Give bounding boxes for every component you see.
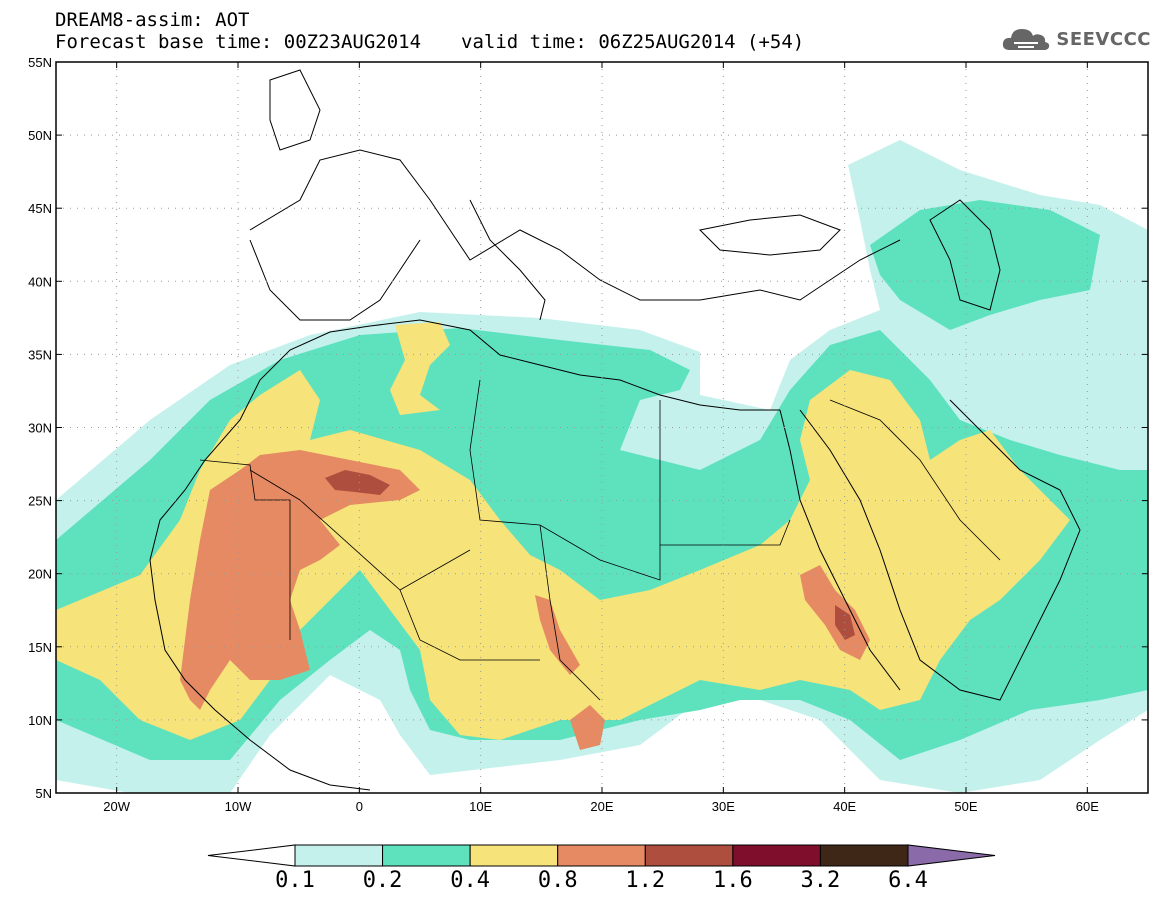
- axis-ticks: 20W 10W 0 10E 20E 30E 40E 50E 60E 55N 50N 45N 40N 35N…: [28, 55, 1148, 814]
- logo-text: SEEVCCC: [1056, 28, 1151, 50]
- coast-europe: [249, 149, 901, 301]
- lon-tick-label: 0: [356, 799, 363, 814]
- coast-arabia: [799, 399, 1081, 701]
- lat-tick-label: 35N: [28, 347, 52, 362]
- coast-red-sea: [779, 409, 901, 691]
- colorbar-segment: [382, 844, 471, 867]
- lat-tick-label: 20N: [28, 567, 52, 582]
- coast-north-africa: [149, 319, 780, 561]
- lon-tick-label: 10W: [225, 799, 252, 814]
- lon-tick-label: 40E: [833, 799, 856, 814]
- lon-tick-label: 30E: [712, 799, 735, 814]
- colorbar-label: 1.2: [625, 868, 666, 893]
- border-niger: [399, 589, 540, 661]
- coast-black-sea: [698, 214, 841, 256]
- colorbar-label: 0.1: [275, 868, 315, 893]
- aot-band-1.2: [325, 470, 390, 495]
- coast-west-africa: [149, 559, 371, 791]
- colorbar-over-arrow: [907, 844, 996, 867]
- coast-italy: [469, 199, 546, 321]
- colorbar-label: 6.4: [888, 868, 928, 893]
- lat-tick-label: 55N: [28, 55, 52, 70]
- base-time: Forecast base time: 00Z23AUG2014: [55, 31, 422, 53]
- lon-tick-label: 10E: [469, 799, 492, 814]
- coastlines: [149, 69, 1081, 791]
- map-title: DREAM8-assim: AOT: [55, 9, 250, 31]
- lat-tick-label: 25N: [28, 494, 52, 509]
- border-algeria-mali: [249, 469, 471, 591]
- colorbar-label: 0.2: [362, 868, 403, 893]
- colorbar-segment: [469, 844, 559, 867]
- colorbar-segment: [732, 844, 821, 867]
- cloud-icon: [1003, 29, 1050, 50]
- lat-tick-label: 50N: [28, 128, 52, 143]
- colorbar-segment: [557, 844, 646, 867]
- aot-band-0.2-caspian: [870, 200, 1100, 330]
- lat-tick-label: 40N: [28, 274, 52, 289]
- aot-field: [56, 140, 1148, 793]
- lon-tick-label: 20W: [103, 799, 130, 814]
- map-subtitle: Forecast base time: 00Z23AUG2014 valid ti…: [55, 32, 804, 53]
- border-sudan: [660, 519, 791, 546]
- lat-tick-label: 45N: [28, 201, 52, 216]
- seevccc-logo: SEEVCCC: [1000, 24, 1151, 54]
- colorbar-label: 0.8: [537, 868, 578, 893]
- coast-britain: [269, 69, 321, 151]
- aot-band-0.8-chad: [535, 595, 580, 675]
- valid-time: valid time: 06Z25AUG2014 (+54): [461, 31, 805, 53]
- aot-band-0.4-morocco: [390, 322, 450, 415]
- border-mauritania: [199, 459, 291, 640]
- lat-tick-label: 15N: [28, 640, 52, 655]
- colorbar-label: 0.4: [450, 868, 491, 893]
- colorbar-label: 3.2: [800, 868, 841, 893]
- country-borders: [199, 379, 1001, 701]
- lon-tick-label: 20E: [590, 799, 613, 814]
- colorbar-segment: [819, 844, 909, 867]
- colorbar-under-arrow: [207, 844, 296, 867]
- lat-tick-label: 5N: [35, 786, 52, 801]
- coast-iberia: [249, 239, 421, 321]
- lon-tick-label: 50E: [954, 799, 977, 814]
- gridlines: [56, 62, 1148, 793]
- colorbar: [207, 844, 996, 867]
- lat-tick-label: 10N: [28, 713, 52, 728]
- lat-tick-label: 30N: [28, 421, 52, 436]
- colorbar-segment: [294, 844, 384, 867]
- lon-tick-label: 60E: [1076, 799, 1099, 814]
- aot-band-0.8: [180, 450, 420, 710]
- border-chad: [539, 524, 601, 701]
- border-saudi: [829, 399, 1001, 561]
- aot-band-0.8-car: [570, 705, 605, 750]
- coast-caspian: [929, 199, 1001, 311]
- colorbar-segment: [644, 844, 734, 867]
- colorbar-label: 1.6: [712, 868, 753, 893]
